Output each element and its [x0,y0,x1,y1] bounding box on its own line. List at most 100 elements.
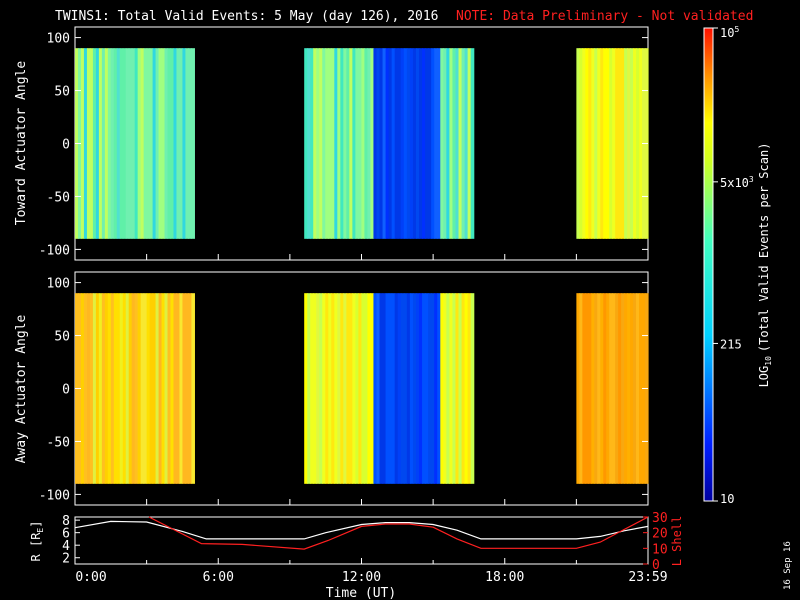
heatmap-cell [385,293,390,484]
heatmap-cell [591,48,595,239]
y-tick-label: 50 [54,85,70,100]
radius-ylabel: R [RE] [29,521,45,562]
heatmap-cell [630,48,634,239]
y-tick-label: -50 [47,190,70,205]
colorbar-tick-label: 105 [720,25,739,40]
heatmap-cell [134,293,139,484]
heatmap-cell [331,48,335,239]
heatmap-cell [603,48,607,239]
heatmap-cell [176,293,181,484]
y-tick-label: 100 [47,32,70,47]
heatmap-cell [140,293,145,484]
heatmap-cell [313,293,317,484]
heatmap-cell [116,293,121,484]
heatmap-cell [618,48,622,239]
heatmap-cell [143,293,148,484]
heatmap-cell [470,48,475,239]
y-tick-label: 0 [62,138,70,153]
colorbar-tick-label: 215 [720,337,742,351]
heatmap-cell [149,293,154,484]
heatmap-cell [437,293,441,484]
heatmap-cell [582,48,586,239]
heatmap-cell [307,48,311,239]
heatmap-cell [164,48,169,239]
heatmap-cell [322,48,326,239]
heatmap-cell [588,293,592,484]
heatmap-cell [422,48,426,239]
heatmap-cell [443,48,447,239]
heatmap-cell [449,48,454,239]
heatmap-cell [337,293,341,484]
heatmap-cell [304,48,308,239]
heatmap-cell [464,48,469,239]
heatmap-cell [134,48,139,239]
heatmap-cell [376,48,381,239]
heatmap-cell [403,293,408,484]
colorbar: 10 215 5x103 105 LOG10(Total Valid Events p… [703,25,773,506]
heatmap-cell [409,48,414,239]
heatmap-cell [322,293,326,484]
heatmap-cell [328,48,332,239]
heatmap-cell [310,293,314,484]
heatmap-cell [373,48,378,239]
radius-line [74,520,649,540]
heatmap-cell [167,48,172,239]
heatmap-cell [161,293,166,484]
heatmap-cell [128,293,133,484]
heatmap-cell [428,48,432,239]
heatmap-cell [104,293,109,484]
heatmap-cell [349,48,353,239]
heatmap-cell [352,293,356,484]
radius-tick-label: 6 [62,527,70,542]
heatmap-cell [452,48,457,239]
heatmap-cell [597,293,601,484]
heatmap-cell [319,293,323,484]
heatmap-cell [110,293,115,484]
heatmap-cell [355,48,359,239]
heatmap-cell [434,293,438,484]
heatmap-cell [343,293,347,484]
heatmap-cell [576,293,580,484]
heatmap-cell [585,293,589,484]
heatmap-cell [86,293,91,484]
heatmap-cell [310,48,314,239]
heatmap-cell [143,48,148,239]
heatmap-cell [379,293,384,484]
heatmap-cell [152,293,157,484]
time-xlabel: Time (UT) [326,586,396,600]
heatmap-cell [125,48,130,239]
heatmap-cell [367,48,372,239]
heatmap-cell [585,48,589,239]
heatmap-cell [307,293,311,484]
heatmap-cell [600,48,604,239]
x-tick-label: 0:00 [75,570,106,585]
radius-tick-label: 2 [62,552,70,567]
heatmap-cell [325,293,329,484]
heatmap-cell [446,293,450,484]
heatmap-cell [370,48,375,239]
heatmap-cell [349,293,353,484]
heatmap-cell [412,293,417,484]
heatmap-cell [164,293,169,484]
lshell-tick-label: 20 [652,527,668,542]
heatmap-cell [161,48,166,239]
heatmap-cell [86,48,91,239]
heatmap-cell [461,293,466,484]
heatmap-cell [615,293,619,484]
heatmap-cell [170,293,175,484]
heatmap-cell [600,293,604,484]
lshell-ylabel: L Shell [670,516,684,567]
heatmap-cell [131,48,136,239]
heatmap-cell [155,48,160,239]
heatmap-cell [173,293,178,484]
heatmap-cell [176,48,181,239]
heatmap-cell [419,48,423,239]
heatmap-cell [107,293,112,484]
heatmap-cell [639,48,643,239]
heatmap-cell [131,293,136,484]
heatmap-cell [146,293,151,484]
heatmap-cell [455,48,460,239]
x-tick-label: 23:59 [628,570,667,585]
heatmap-cell [113,293,118,484]
heatmap-cell [470,293,475,484]
